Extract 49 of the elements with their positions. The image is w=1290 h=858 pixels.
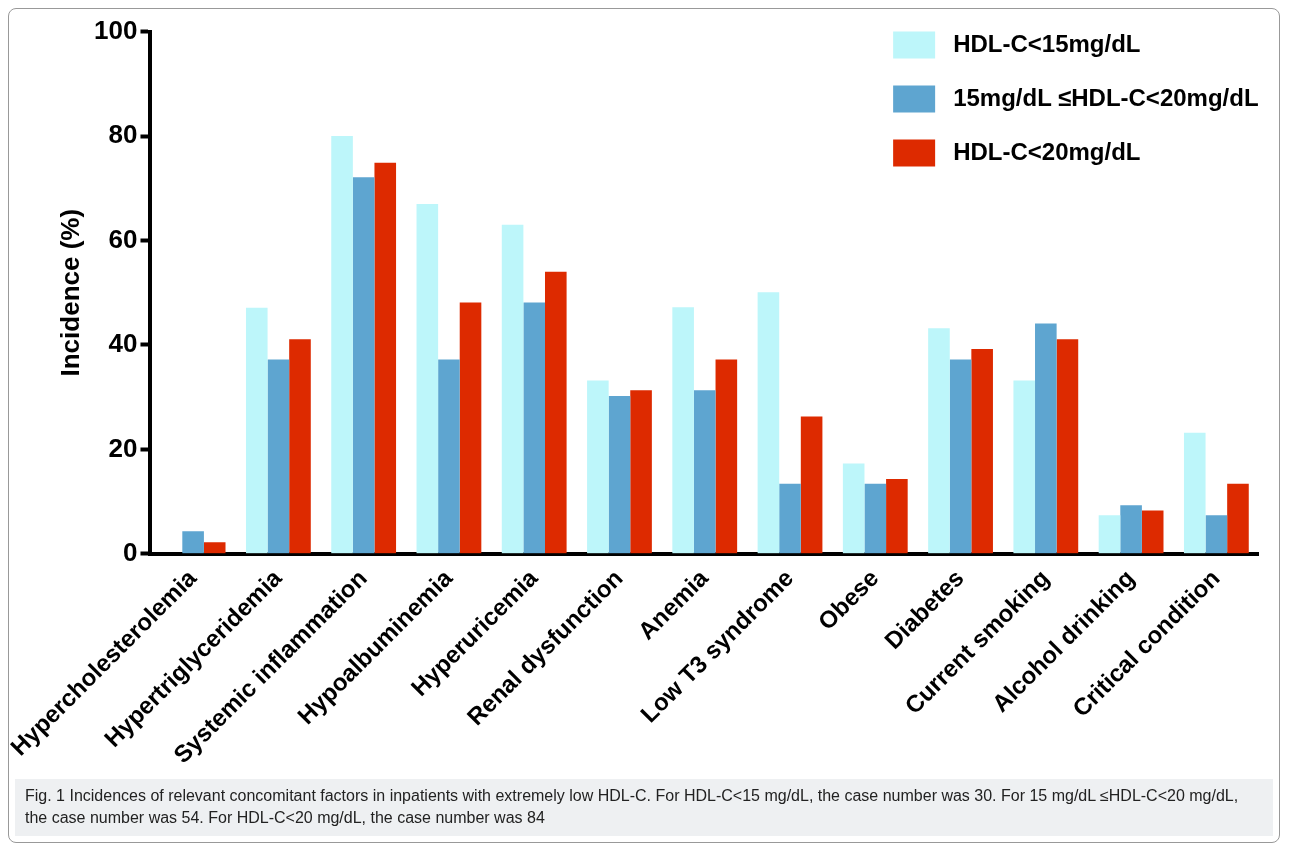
bar bbox=[715, 359, 738, 554]
bar bbox=[587, 380, 609, 554]
bar bbox=[374, 162, 397, 554]
bar bbox=[928, 328, 950, 554]
bar bbox=[203, 542, 226, 554]
bar bbox=[842, 463, 865, 554]
y-tick-label: 60 bbox=[108, 223, 138, 254]
bar bbox=[267, 359, 290, 554]
legend-label: HDL-C<15mg/dL bbox=[953, 30, 1141, 58]
bar bbox=[672, 307, 694, 554]
y-axis-title: Incidence (%) bbox=[54, 208, 85, 377]
bar bbox=[523, 302, 545, 554]
bar bbox=[1120, 505, 1142, 554]
bar bbox=[1013, 380, 1036, 554]
bar bbox=[182, 531, 204, 554]
caption: Fig. 1 Incidences of relevant concomitant factors in inpatients with extremely low HDL-C. For HDL-C<15 mg/dL, the case number was 30. For 15 mg/dL ≤HDL-C<20 mg/dL, the case number was 54. For HDL-C<20 mg/dL, the case number was 84 bbox=[15, 779, 1273, 836]
bar bbox=[1098, 515, 1121, 554]
bar bbox=[949, 359, 972, 554]
bar bbox=[1205, 515, 1228, 554]
bar bbox=[1035, 323, 1057, 554]
bar bbox=[1056, 339, 1079, 554]
bar bbox=[459, 302, 482, 554]
bar bbox=[630, 390, 652, 554]
bar bbox=[1183, 432, 1206, 554]
y-tick-label: 80 bbox=[108, 119, 138, 150]
y-tick-label: 20 bbox=[108, 432, 138, 463]
bar bbox=[693, 390, 716, 554]
bar bbox=[438, 359, 460, 554]
bar bbox=[757, 292, 780, 554]
bar bbox=[886, 479, 908, 554]
y-tick-label: 100 bbox=[94, 14, 138, 45]
bar bbox=[245, 307, 268, 554]
legend-label: HDL-C<20mg/dL bbox=[953, 138, 1141, 166]
bar bbox=[864, 483, 887, 554]
bar bbox=[501, 224, 524, 554]
bar bbox=[545, 271, 567, 554]
bar bbox=[416, 203, 439, 554]
y-tick-label: 40 bbox=[108, 328, 138, 359]
bar bbox=[971, 349, 993, 554]
bar bbox=[331, 136, 353, 554]
bar bbox=[289, 339, 311, 554]
bar bbox=[352, 177, 375, 554]
bar bbox=[779, 483, 801, 554]
legend-label: 15mg/dL ≤HDL-C<20mg/dL bbox=[953, 84, 1259, 112]
bar bbox=[800, 416, 823, 554]
bar bbox=[608, 396, 631, 554]
y-tick-label: 0 bbox=[123, 536, 138, 567]
bar bbox=[1141, 510, 1164, 554]
bar bbox=[1227, 483, 1249, 554]
